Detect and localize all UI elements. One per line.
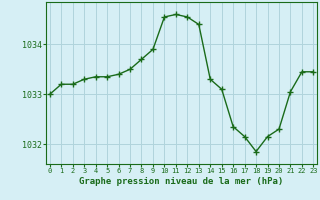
X-axis label: Graphe pression niveau de la mer (hPa): Graphe pression niveau de la mer (hPa) [79, 177, 284, 186]
